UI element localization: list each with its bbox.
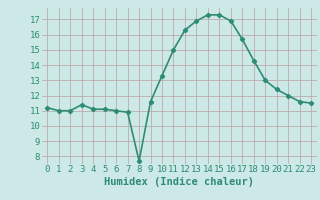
X-axis label: Humidex (Indice chaleur): Humidex (Indice chaleur) bbox=[104, 177, 254, 187]
